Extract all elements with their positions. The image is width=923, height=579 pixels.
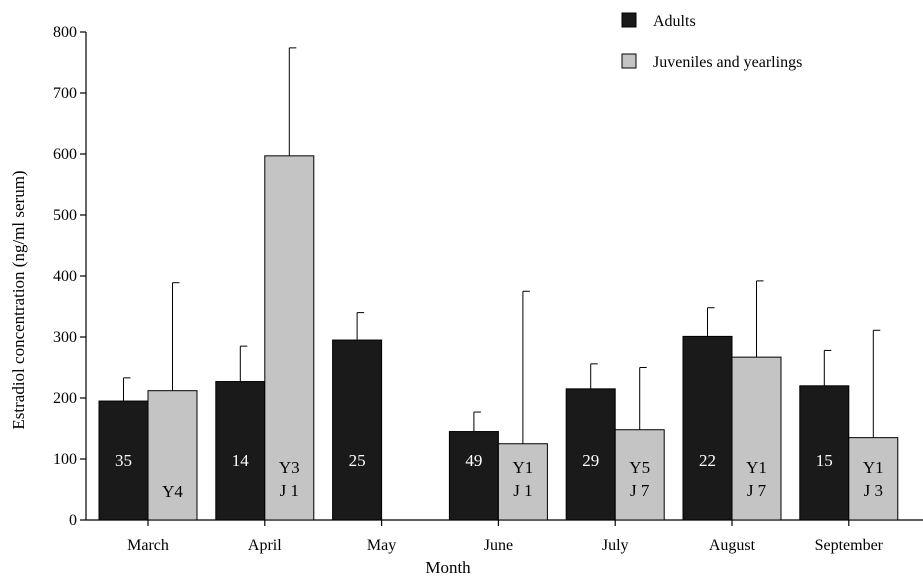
- bar-sample-label: Y5: [629, 458, 650, 477]
- bar-sample-label: 22: [699, 451, 716, 470]
- bar-sample-label: 49: [465, 451, 482, 470]
- bar-sample-label: Y1: [746, 458, 767, 477]
- y-tick-label: 700: [53, 85, 77, 102]
- legend-swatch-juveniles: [621, 53, 637, 69]
- x-axis-title: Month: [425, 558, 471, 577]
- bar-sample-label: 25: [349, 451, 366, 470]
- bar-adults: [215, 381, 266, 521]
- bar-sample-label: 35: [115, 451, 132, 470]
- bar-adults: [98, 400, 149, 521]
- bar-sample-label: J 3: [864, 481, 883, 500]
- bar-adults: [682, 335, 733, 521]
- legend-swatch-adults: [621, 12, 637, 28]
- bar-juveniles: [614, 429, 665, 521]
- bar-juveniles: [264, 155, 315, 521]
- legend-label-juveniles: Juveniles and yearlings: [653, 54, 802, 71]
- legend: Adults Juveniles and yearlings: [621, 12, 802, 71]
- bar-sample-label: J 1: [280, 481, 299, 500]
- x-tick-label: August: [709, 537, 756, 554]
- y-tick-label: 800: [53, 24, 77, 41]
- x-ticks: March April May June July August September: [127, 520, 884, 554]
- x-tick-label: September: [815, 537, 884, 554]
- bar-sample-label: Y1: [513, 458, 534, 477]
- y-tick-label: 0: [69, 512, 77, 529]
- bar-sample-label: 14: [232, 451, 250, 470]
- bar-sample-label: Y1: [863, 458, 884, 477]
- y-tick-label: 300: [53, 329, 77, 346]
- x-tick-label: March: [127, 537, 169, 554]
- y-axis-title: Estradiol concentration (ng/ml serum): [9, 170, 28, 429]
- bar-juveniles: [731, 356, 782, 521]
- y-tick-label: 500: [53, 207, 77, 224]
- x-tick-label: July: [602, 537, 629, 554]
- bar-adults: [448, 431, 499, 521]
- bar-sample-label: J 7: [630, 481, 650, 500]
- bar-sample-label: Y4: [162, 482, 183, 501]
- y-tick-label: 600: [53, 146, 77, 163]
- y-tick-label: 200: [53, 390, 77, 407]
- bar-adults: [799, 385, 850, 521]
- y-ticks: 0 100 200 300 400 500 600 700 800: [53, 24, 86, 529]
- bar-juveniles: [848, 437, 899, 521]
- bar-sample-label: J 1: [513, 481, 532, 500]
- bars: 35 Y4 14 Y3 J 1 25 49 Y1 J 1 29 Y5 J 7 22 Y1 J 7 15 Y1 J …: [98, 47, 899, 521]
- bar-sample-label: J 7: [747, 481, 767, 500]
- bar-juveniles: [497, 443, 548, 521]
- x-tick-label: May: [367, 537, 396, 554]
- x-tick-label: June: [484, 537, 513, 554]
- bar-sample-label: Y3: [279, 458, 300, 477]
- y-tick-label: 400: [53, 268, 77, 285]
- bar-juveniles: [147, 390, 198, 521]
- legend-label-adults: Adults: [653, 13, 696, 30]
- bar-adults: [332, 339, 383, 521]
- y-tick-label: 100: [53, 451, 77, 468]
- bar-sample-label: 15: [816, 451, 833, 470]
- x-tick-label: April: [248, 537, 282, 554]
- bar-sample-label: 29: [582, 451, 599, 470]
